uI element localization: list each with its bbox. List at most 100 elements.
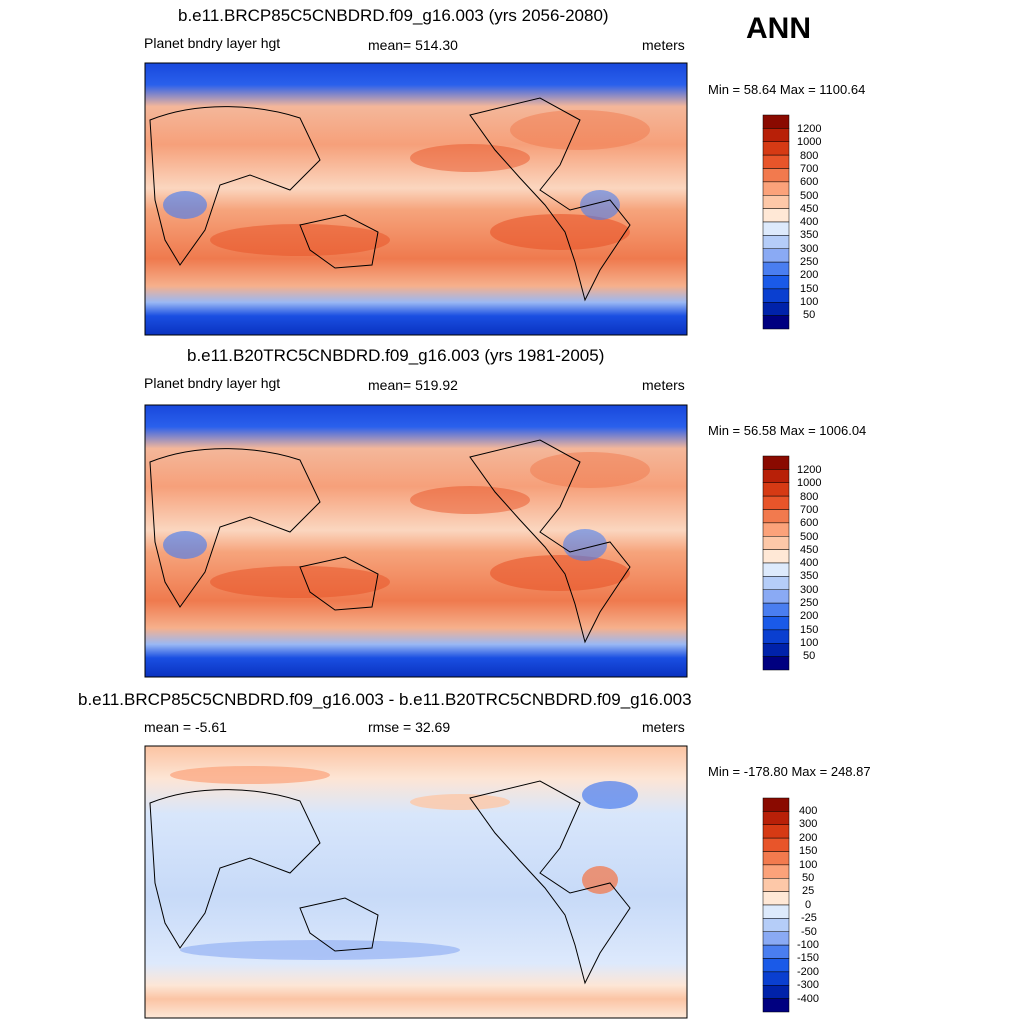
panel-1-high-region (510, 110, 650, 150)
colorbar-swatch (762, 495, 790, 510)
panel-2-colorbar (762, 455, 790, 671)
panel-2-highmax-region (410, 486, 530, 514)
colorbar-swatch (762, 141, 790, 156)
colorbar-swatch (762, 851, 790, 866)
panel-3-positive-region (170, 766, 330, 784)
colorbar-swatch (762, 837, 790, 852)
panel-2-title: b.e11.B20TRC5CNBDRD.f09_g16.003 (yrs 198… (187, 346, 605, 365)
cbar-1-label: 1200 (797, 123, 822, 135)
panel-2-coastline-australia (299, 556, 379, 611)
colorbar-swatch (762, 221, 790, 236)
panel-1-map (144, 62, 688, 336)
colorbar-swatch (762, 864, 790, 879)
cbar-3-label: 25 (802, 885, 815, 898)
colorbar-swatch (762, 482, 790, 497)
colorbar-swatch (762, 891, 790, 906)
colorbar-swatch (762, 589, 790, 604)
panel-3-map (144, 745, 688, 1019)
cbar-3-label: -25 (801, 912, 817, 925)
panel-3-negative-region (582, 781, 638, 809)
panel-3-coastline-eurasia-africa (149, 789, 321, 949)
colorbar-swatch (762, 315, 790, 330)
cbar-3-label: -50 (801, 925, 817, 938)
colorbar-swatch (762, 656, 790, 671)
cbar-3-label: 200 (799, 831, 818, 844)
cbar-3-label: 50 (802, 872, 815, 884)
panel-3-coastline-australia (299, 897, 379, 952)
cbar-1-label: 350 (800, 229, 819, 242)
cbar-2-label: 450 (800, 543, 819, 556)
cbar-2-label: 100 (800, 636, 819, 649)
panel-2-highmax-region (210, 566, 390, 598)
colorbar-swatch (762, 128, 790, 142)
colorbar-swatch (762, 208, 790, 223)
colorbar-swatch (762, 811, 790, 825)
cbar-3-label: -200 (797, 965, 820, 978)
panel-3-coastline-americas (469, 780, 631, 985)
colorbar-swatch (762, 195, 790, 209)
colorbar-swatch (762, 616, 790, 631)
colorbar-swatch (762, 576, 790, 590)
panel-1-highmax-region (210, 224, 390, 256)
panel-2-coastline-americas (469, 439, 631, 644)
colorbar-swatch (762, 878, 790, 892)
cbar-2-label: 250 (800, 597, 819, 609)
cbar-3-label: 400 (799, 805, 818, 817)
colorbar-swatch (762, 455, 790, 470)
panel-3-positive-region (410, 794, 510, 810)
panel-3-colorbar (762, 797, 790, 1013)
cbar-2-label: 200 (800, 610, 819, 623)
panel-2-low-region (563, 529, 607, 561)
panel-1-coastline-australia (299, 214, 379, 269)
colorbar-swatch (762, 904, 790, 919)
colorbar-swatch (762, 154, 790, 169)
season-label: ANN (746, 12, 811, 45)
cbar-3-label: -400 (797, 992, 820, 1005)
cbar-1-label: 400 (800, 216, 819, 229)
colorbar-swatch (762, 971, 790, 986)
panel-2-low-region (163, 531, 207, 559)
cbar-2-label: 50 (803, 650, 816, 663)
cbar-1-label: 1000 (797, 136, 822, 149)
colorbar-swatch (762, 248, 790, 263)
panel-3-minmax: Min = -178.80 Max = 248.87 (708, 764, 871, 779)
cbar-2-label: 1200 (797, 464, 822, 476)
panel-2-minmax: Min = 56.58 Max = 1006.04 (708, 423, 867, 438)
cbar-1-label: 800 (800, 149, 819, 162)
cbar-1-label: 600 (800, 176, 819, 189)
panel-1-frame (144, 62, 688, 336)
cbar-2-label: 800 (800, 490, 819, 503)
colorbar-swatch (762, 235, 790, 249)
panel-3-negative-region (180, 940, 460, 960)
cbar-3-label: -300 (797, 979, 820, 992)
panel-2-highmax-region (490, 555, 630, 591)
cbar-2-label: 600 (800, 517, 819, 530)
colorbar-swatch (762, 469, 790, 483)
colorbar-swatch (762, 181, 790, 196)
colorbar-swatch (762, 261, 790, 276)
panel-2-frame (144, 404, 688, 678)
panel-3-title: b.e11.BRCP85C5CNBDRD.f09_g16.003 - b.e11… (78, 690, 692, 709)
colorbar-swatch (762, 985, 790, 999)
panel-1-highmax-region (410, 144, 530, 172)
colorbar-swatch (762, 114, 790, 129)
cbar-3-label: 150 (799, 845, 818, 858)
cbar-2-label: 300 (800, 583, 819, 596)
colorbar-swatch (762, 944, 790, 959)
cbar-1-label: 200 (800, 269, 819, 282)
cbar-2-label: 150 (800, 623, 819, 636)
panel-3-positive-region (582, 866, 618, 894)
cbar-2-label: 350 (800, 570, 819, 583)
panel-2-map (144, 404, 688, 678)
cbar-3-label: 0 (805, 898, 812, 911)
cbar-2-label: 500 (800, 530, 819, 543)
cbar-2-label: 1000 (797, 477, 822, 490)
colorbar-swatch (762, 536, 790, 550)
panel-3-mean-label: mean = -5.61 (144, 719, 227, 735)
cbar-1-label: 450 (800, 202, 819, 215)
cbar-1-label: 150 (800, 282, 819, 295)
cbar-2-label: 700 (800, 503, 819, 516)
panel-1-colorbar (762, 114, 790, 330)
cbar-3-label: -100 (797, 939, 820, 951)
panel-1-low-region (163, 191, 207, 219)
